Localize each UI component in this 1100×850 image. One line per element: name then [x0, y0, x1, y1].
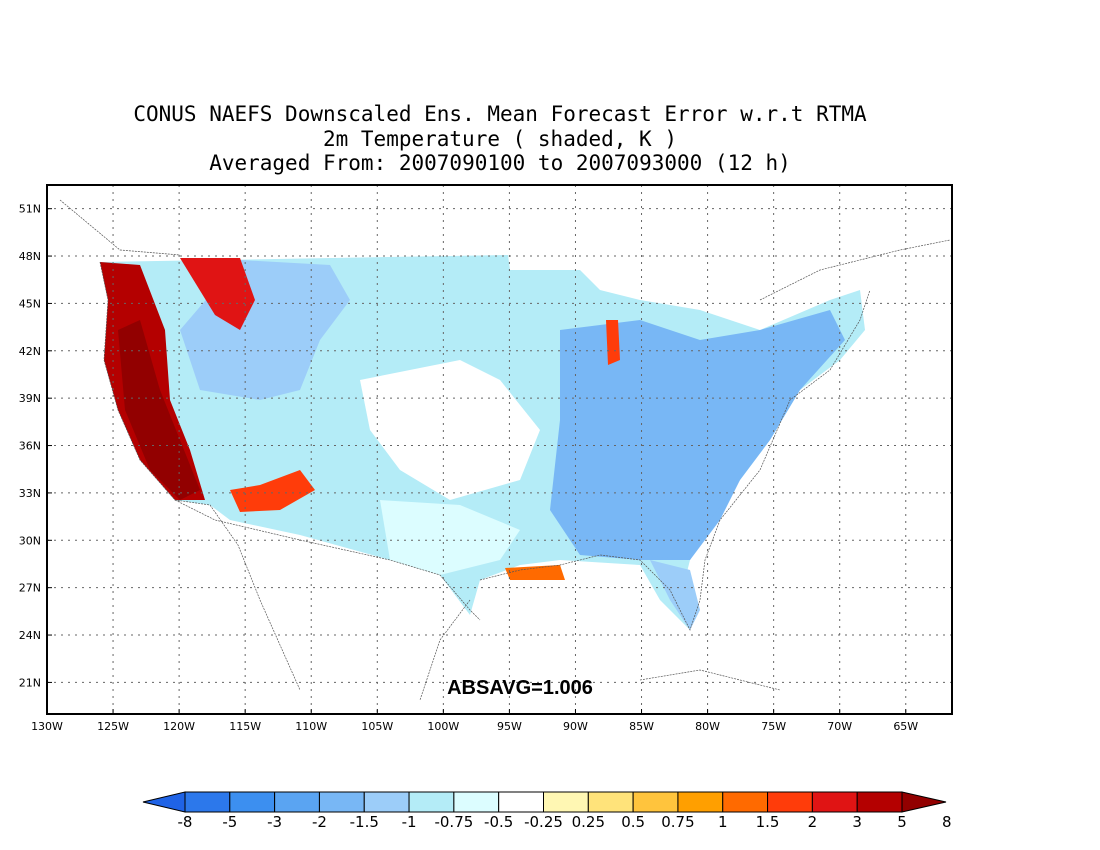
lon-label: 100W: [427, 720, 459, 733]
colorbar-label: -0.75: [434, 813, 473, 831]
temperature-error-field: [100, 255, 865, 630]
lon-label: 120W: [163, 720, 195, 733]
field-region-lake-michigan: [606, 320, 620, 365]
lon-label: 75W: [761, 720, 786, 733]
lat-label: 27N: [19, 582, 41, 595]
colorbar-label: 8: [942, 813, 952, 831]
title-line-2: 2m Temperature ( shaded, K ): [322, 127, 677, 151]
lat-label: 33N: [19, 487, 41, 500]
colorbar-box: [274, 791, 320, 813]
colorbar-label: -8: [178, 813, 193, 831]
colorbar-box: [677, 791, 724, 813]
colorbar-box: [811, 791, 858, 813]
field-region-florida: [650, 560, 700, 630]
lat-label: 45N: [19, 297, 41, 310]
colorbar-label: -3: [267, 813, 282, 831]
colorbar-label: -1.5: [350, 813, 379, 831]
lon-label: 125W: [97, 720, 129, 733]
lat-label: 21N: [19, 676, 41, 689]
lat-label: 30N: [19, 534, 41, 547]
colorbar-label: 0.25: [572, 813, 605, 831]
colorbar-box: [632, 791, 679, 813]
map-plot-area: [47, 185, 952, 714]
colorbar-label: 5: [897, 813, 907, 831]
plot-frame: [46, 184, 953, 715]
colorbar-box: [453, 791, 500, 813]
colorbar-box: [767, 791, 813, 813]
colorbar-box: [543, 791, 589, 813]
colorbar-box: [587, 791, 634, 813]
lat-label: 36N: [19, 440, 41, 453]
absavg-annotation: ABSAVG=1.006: [447, 677, 593, 699]
lat-label: 51N: [19, 203, 41, 216]
lon-label: 85W: [629, 720, 654, 733]
colorbar: -8 -5 -3 -2 -1.5 -1 -0.75 -0.5 -0.25 0.25 0.5 0.75 1…: [142, 791, 952, 831]
colorbar-label: 0.75: [661, 813, 694, 831]
colorbar-label: -0.25: [524, 813, 563, 831]
field-region-northern-idaho: [180, 258, 255, 330]
colorbar-box: [722, 791, 769, 813]
colorbar-box: [363, 791, 410, 813]
lat-label: 42N: [19, 345, 41, 358]
lat-label: 39N: [19, 392, 41, 405]
latitude-labels: 21N 24N 27N 30N 33N 36N 39N 42N 45N 48N 51N: [19, 203, 52, 689]
lon-label: 130W: [31, 720, 63, 733]
lon-label: 90W: [563, 720, 588, 733]
colorbar-box: [498, 791, 544, 813]
field-region-gulf-coast: [505, 565, 565, 580]
field-region-southeast-us: [600, 440, 740, 560]
colorbar-box: [229, 791, 276, 813]
colorbar-box: [184, 791, 231, 813]
lon-label: 80W: [695, 720, 720, 733]
colorbar-label: 2: [808, 813, 818, 831]
colorbar-label: 1: [718, 813, 728, 831]
title-line-3: Averaged From: 2007090100 to 2007093000 …: [209, 151, 791, 175]
longitude-labels: 130W 125W 120W 115W 110W 105W 100W 95W 90W 85W 80W…: [31, 709, 918, 733]
lon-label: 110W: [295, 720, 327, 733]
lon-label: 105W: [361, 720, 393, 733]
colorbar-label: -1: [402, 813, 417, 831]
lon-label: 65W: [893, 720, 918, 733]
lat-label: 48N: [19, 250, 41, 263]
colorbar-box: [408, 791, 455, 813]
lon-label: 115W: [229, 720, 261, 733]
colorbar-label: -5: [222, 813, 237, 831]
lon-label: 70W: [827, 720, 852, 733]
colorbar-arrow-left: [142, 791, 186, 813]
colorbar-label: -2: [312, 813, 327, 831]
title-line-1: CONUS NAEFS Downscaled Ens. Mean Forecas…: [133, 102, 867, 126]
colorbar-label: 0.5: [621, 813, 645, 831]
colorbar-label: 1.5: [756, 813, 780, 831]
field-region-arizona-new-mexico: [230, 470, 315, 512]
colorbar-label: -0.5: [484, 813, 513, 831]
colorbar-arrow-right: [901, 791, 947, 813]
coastline-outline: [59, 199, 951, 701]
lon-label: 95W: [497, 720, 522, 733]
field-region-central-plains: [360, 360, 540, 500]
field-region-central-california: [118, 320, 200, 500]
colorbar-box: [856, 791, 903, 813]
field-region-southern-plains: [380, 500, 520, 575]
lat-label: 24N: [19, 629, 41, 642]
colorbar-box: [318, 791, 365, 813]
colorbar-label: 3: [852, 813, 862, 831]
